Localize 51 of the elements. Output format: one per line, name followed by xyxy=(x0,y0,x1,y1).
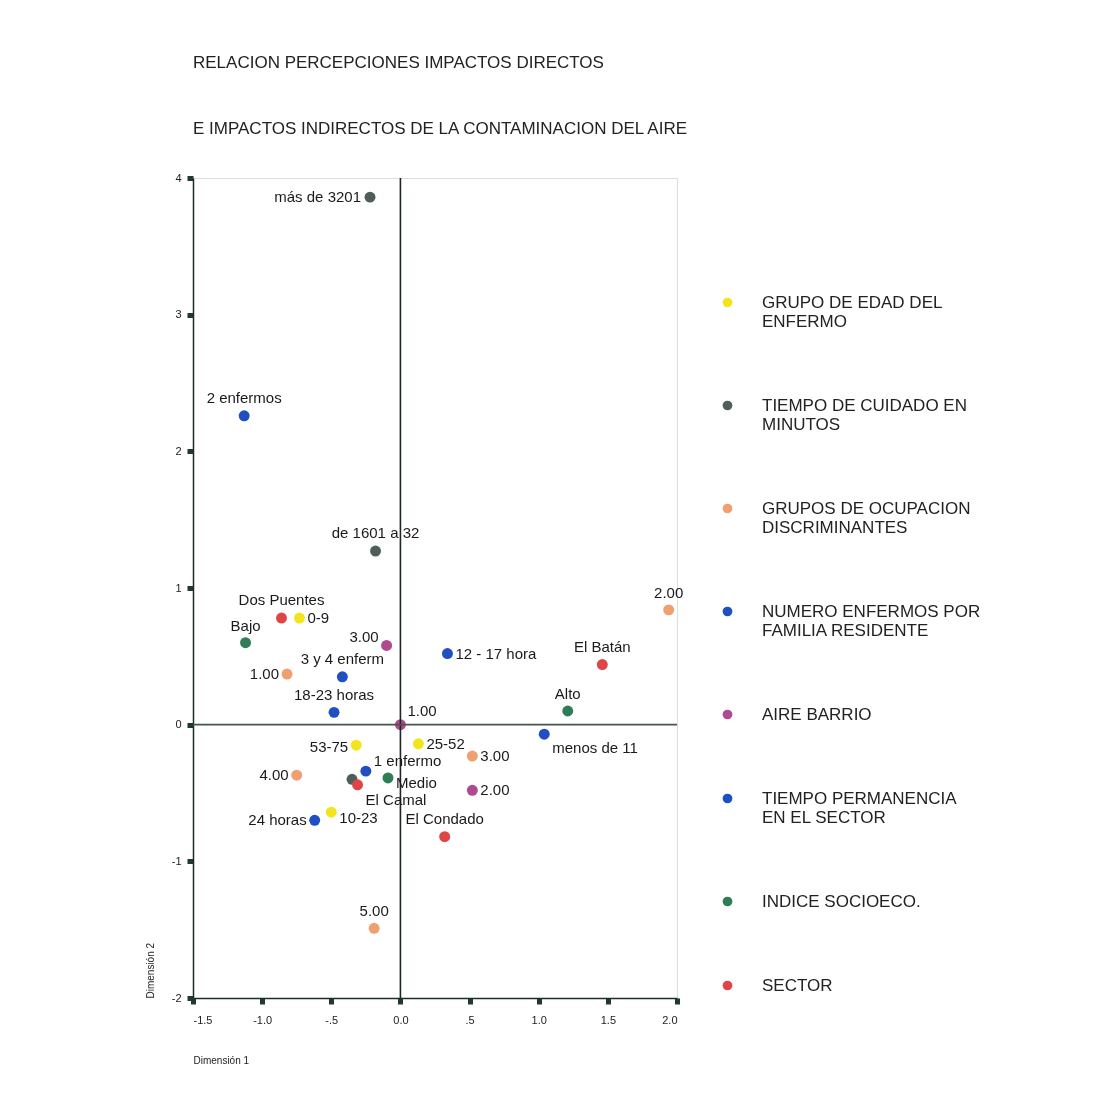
annotation: 53-75 xyxy=(309,738,349,756)
annotation: 3 y 4 enferm xyxy=(300,649,385,667)
x-tick-label: 1.5 xyxy=(600,1013,617,1026)
annotation: El Condado xyxy=(405,809,484,827)
x-tick-label: -1.5 xyxy=(193,1013,213,1026)
x-tick-label: .5 xyxy=(465,1013,475,1026)
y-tick-label: 1 xyxy=(175,581,182,594)
annotation: 4.00 xyxy=(259,766,289,784)
legend-label: NUMERO ENFERMOS POR FAMILIA RESIDENTE xyxy=(762,601,981,640)
annotation: Dos Puentes xyxy=(238,591,325,609)
legend-label: GRUPO DE EDAD DEL ENFERMO xyxy=(762,292,943,331)
legend-label: GRUPOS DE OCUPACION DISCRIMINANTES xyxy=(762,498,971,537)
annotation: 25-52 xyxy=(426,734,465,752)
y-tick-label: 4 xyxy=(175,171,182,184)
legend-label: AIRE BARRIO xyxy=(762,704,872,724)
x-tick-label: 1.0 xyxy=(531,1013,547,1026)
x-tick-label: -.5 xyxy=(325,1013,339,1026)
annotation: 12 - 17 hora xyxy=(455,644,537,662)
annotation: menos de 11 xyxy=(552,739,638,757)
annotation: 3.00 xyxy=(480,747,510,765)
x-axis-title: Dimensión 1 xyxy=(193,1054,250,1066)
annotation: 3.00 xyxy=(349,628,379,646)
y-tick-label: -2 xyxy=(171,991,182,1004)
annotation: 1.00 xyxy=(249,665,280,683)
legend-label: TIEMPO PERMANENCIA EN EL SECTOR xyxy=(762,788,958,827)
y-tick-label: 3 xyxy=(175,308,182,321)
annotation: Alto xyxy=(554,685,581,702)
y-tick-label: -1 xyxy=(171,854,182,867)
annotation: 18-23 horas xyxy=(294,686,375,704)
x-tick-label: 2.0 xyxy=(662,1013,678,1026)
y-tick-label: 0 xyxy=(175,718,182,731)
annotation: 0-9 xyxy=(307,609,330,627)
annotation: 1.00 xyxy=(407,701,437,719)
annotation: de 1601 a 32 xyxy=(331,524,420,542)
legend-label: SECTOR xyxy=(762,975,833,995)
annotation: 10-23 xyxy=(339,809,378,827)
annotation: Bajo xyxy=(230,616,261,634)
y-axis-title: Dimensión 2 xyxy=(144,942,156,999)
x-tick-label: -1.0 xyxy=(253,1013,273,1026)
annotation: 24 horas xyxy=(248,811,307,829)
legend-label: INDICE SOCIOECO. xyxy=(762,891,921,911)
annotation: más de 3201 xyxy=(274,188,362,206)
annotation: 2 enfermos xyxy=(206,388,282,406)
legend-label: TIEMPO DE CUIDADO EN MINUTOS xyxy=(762,395,967,434)
x-tick-label: 0.0 xyxy=(393,1013,409,1026)
annotation: El Batán xyxy=(573,637,631,655)
annotation: 2.00 xyxy=(654,583,684,601)
annotation: 2.00 xyxy=(480,781,510,799)
annotation: 5.00 xyxy=(359,902,389,920)
chart-title: RELACION PERCEPCIONES IMPACTOS DIRECTOS E IMPACTOS INDIRECTOS DE LA CONTAMINACION DEL AIRE xyxy=(193,53,688,138)
y-tick-label: 2 xyxy=(175,444,182,457)
